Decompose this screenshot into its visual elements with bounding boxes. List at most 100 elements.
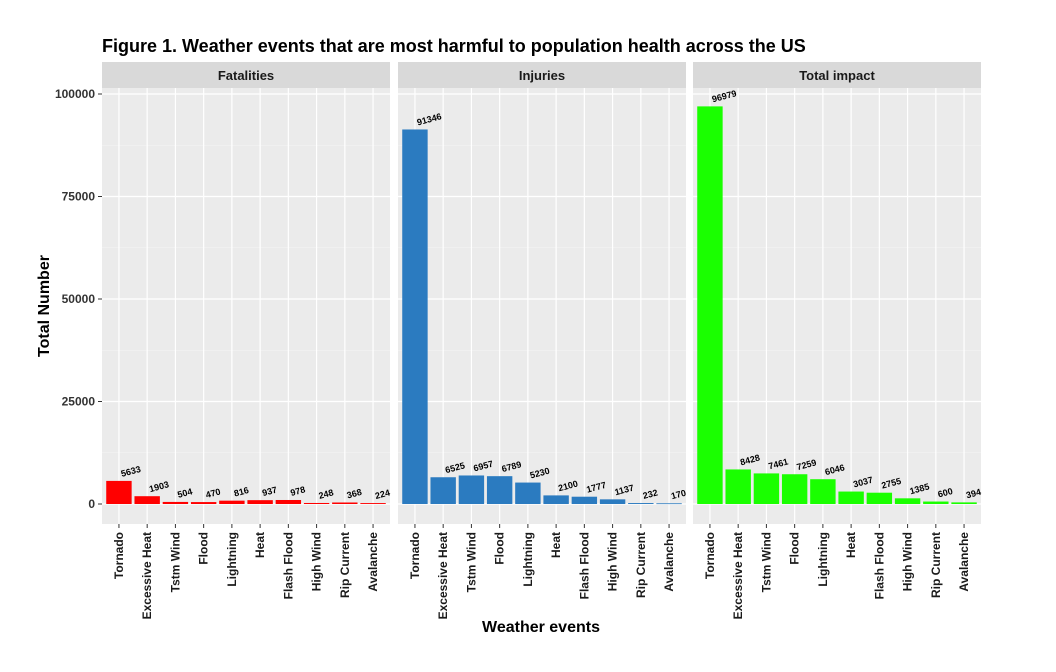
bar-fatalities [303,502,330,504]
bar-fatalities [106,480,132,504]
bar-value-label: 170 [670,488,687,502]
facet-strip [398,62,686,88]
y-tick-label: 25000 [62,395,96,409]
y-axis-title: Total Number [36,255,53,357]
bar-total-impact [838,491,864,504]
bar-value-label: 6957 [472,459,494,474]
x-tick-label: Heat [844,532,858,558]
x-tick-label: Tstm Wind [464,532,478,592]
bar-total-impact [951,502,977,504]
y-tick-label: 0 [88,497,95,511]
bar-value-label: 6789 [501,459,523,474]
x-tick-label: Excessive Heat [731,532,745,619]
x-tick-label: Avalanche [662,532,676,592]
bar-fatalities [134,496,160,504]
y-tick-label: 100000 [55,87,95,101]
bar-value-label: 1777 [585,480,607,495]
bar-injuries [458,475,485,504]
bar-value-label: 1137 [614,483,635,498]
panel-background [693,88,981,524]
chart-title: Figure 1. Weather events that are most h… [102,36,806,56]
bar-value-label: 7461 [767,456,789,471]
bar-total-impact [753,473,780,504]
y-tick-label: 50000 [62,292,96,306]
bar-fatalities [275,499,302,504]
facet-strip-label: Total impact [799,68,875,83]
bar-injuries [430,477,456,504]
x-tick-label: Lightning [816,532,830,587]
panel-background [102,88,390,524]
bar-total-impact [697,106,723,504]
bar-value-label: 368 [346,487,363,501]
x-tick-label: Tstm Wind [168,532,182,592]
bar-value-label: 2755 [880,476,902,491]
bar-total-impact [781,474,808,504]
bar-value-label: 1385 [909,481,931,496]
facet-strip [693,62,981,88]
x-tick-label: Flood [197,532,211,565]
x-tick-label: Excessive Heat [436,532,450,619]
x-tick-label: High Wind [606,532,620,591]
y-tick-label: 75000 [62,190,96,204]
bar-total-impact [894,498,921,504]
bar-fatalities [332,502,358,504]
bar-injuries [599,499,626,504]
bar-value-label: 600 [937,486,954,500]
bar-value-label: 978 [289,484,306,498]
x-tick-label: Tornado [408,532,422,579]
y-axis: 0 25000 50000 75000 100000 [55,87,102,511]
bar-total-impact [810,479,836,504]
bar-fatalities [190,502,217,504]
bar-injuries [486,476,513,504]
bar-value-label: 5230 [529,466,551,481]
x-tick-label: High Wind [901,532,915,591]
x-tick-label: Flood [493,532,507,565]
x-tick-label: Flood [788,532,802,565]
x-tick-label: Lightning [225,532,239,587]
x-tick-label: Tornado [112,532,126,579]
bar-injuries [571,496,598,504]
x-tick-label: Lightning [521,532,535,587]
x-tick-label: Flash Flood [281,532,295,599]
bar-fatalities [247,500,273,504]
x-tick-label: Flash Flood [577,532,591,599]
bar-value-label: 816 [233,485,250,499]
bar-value-label: 937 [261,485,278,499]
panel-background [398,88,686,524]
x-tick-label: Flash Flood [872,532,886,599]
x-tick-label: Tstm Wind [759,532,773,592]
bar-value-label: 232 [642,487,659,501]
bar-fatalities [219,500,245,504]
x-tick-label: Rip Current [929,532,943,598]
facet-strip [102,62,390,88]
bar-value-label: 224 [374,487,391,501]
bar-value-label: 394 [965,487,982,501]
x-tick-label: Rip Current [338,532,352,598]
bar-value-label: 470 [205,486,222,500]
bar-value-label: 3037 [852,475,874,490]
x-tick-label: High Wind [310,532,324,591]
bar-total-impact [923,501,949,504]
bar-value-label: 504 [176,486,193,500]
bar-value-label: 6046 [824,462,846,477]
bar-injuries [656,503,682,505]
x-tick-label: Heat [253,532,267,558]
x-tick-label: Avalanche [366,532,380,592]
bar-injuries [515,482,541,504]
x-tick-label: Tornado [703,532,717,579]
bar-value-label: 7259 [796,457,818,472]
x-tick-label: Rip Current [634,532,648,598]
bar-total-impact [725,469,751,504]
bar-value-label: 248 [318,487,335,501]
bar-value-label: 8428 [739,453,761,468]
x-axis-title: Weather events [482,619,600,636]
x-tick-label: Avalanche [957,532,971,592]
bar-fatalities [162,501,189,504]
facet-strip-label: Injuries [519,68,565,83]
bar-fatalities [360,503,386,504]
bar-injuries [402,129,428,505]
